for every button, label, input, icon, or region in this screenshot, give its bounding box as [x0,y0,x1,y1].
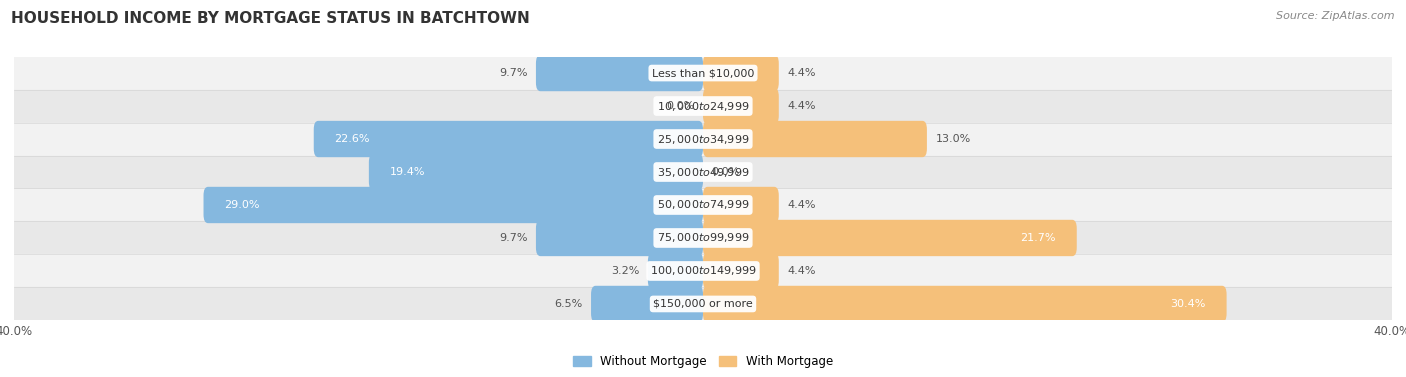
Text: 22.6%: 22.6% [335,134,370,144]
Text: Source: ZipAtlas.com: Source: ZipAtlas.com [1277,11,1395,21]
Bar [14,90,1392,123]
FancyBboxPatch shape [536,220,703,256]
FancyBboxPatch shape [536,55,703,91]
Text: 21.7%: 21.7% [1021,233,1056,243]
Text: 6.5%: 6.5% [554,299,582,309]
Text: $75,000 to $99,999: $75,000 to $99,999 [657,231,749,244]
Text: 4.4%: 4.4% [787,200,815,210]
Text: 30.4%: 30.4% [1171,299,1206,309]
Bar [14,155,1392,188]
Text: Less than $10,000: Less than $10,000 [652,68,754,78]
FancyBboxPatch shape [591,286,703,322]
Text: 3.2%: 3.2% [610,266,640,276]
Text: 4.4%: 4.4% [787,101,815,111]
FancyBboxPatch shape [368,154,703,190]
Text: 13.0%: 13.0% [935,134,970,144]
Bar [14,57,1392,90]
Bar [14,188,1392,221]
Text: $150,000 or more: $150,000 or more [654,299,752,309]
Text: 29.0%: 29.0% [224,200,260,210]
FancyBboxPatch shape [204,187,703,223]
Text: 9.7%: 9.7% [499,68,527,78]
Text: 9.7%: 9.7% [499,233,527,243]
Text: 4.4%: 4.4% [787,68,815,78]
Text: $35,000 to $49,999: $35,000 to $49,999 [657,166,749,178]
FancyBboxPatch shape [703,55,779,91]
FancyBboxPatch shape [703,253,779,289]
FancyBboxPatch shape [648,253,703,289]
Text: $25,000 to $34,999: $25,000 to $34,999 [657,133,749,146]
Text: 19.4%: 19.4% [389,167,425,177]
Text: $50,000 to $74,999: $50,000 to $74,999 [657,199,749,211]
Bar [14,287,1392,320]
Text: 4.4%: 4.4% [787,266,815,276]
FancyBboxPatch shape [314,121,703,157]
Legend: Without Mortgage, With Mortgage: Without Mortgage, With Mortgage [568,350,838,372]
Bar [14,254,1392,287]
Bar [14,123,1392,155]
Text: 0.0%: 0.0% [666,101,695,111]
FancyBboxPatch shape [703,286,1226,322]
FancyBboxPatch shape [703,220,1077,256]
FancyBboxPatch shape [703,121,927,157]
Text: 0.0%: 0.0% [711,167,740,177]
Text: $100,000 to $149,999: $100,000 to $149,999 [650,265,756,277]
Text: $10,000 to $24,999: $10,000 to $24,999 [657,100,749,112]
FancyBboxPatch shape [703,187,779,223]
Text: HOUSEHOLD INCOME BY MORTGAGE STATUS IN BATCHTOWN: HOUSEHOLD INCOME BY MORTGAGE STATUS IN B… [11,11,530,26]
Bar [14,222,1392,254]
FancyBboxPatch shape [703,88,779,124]
